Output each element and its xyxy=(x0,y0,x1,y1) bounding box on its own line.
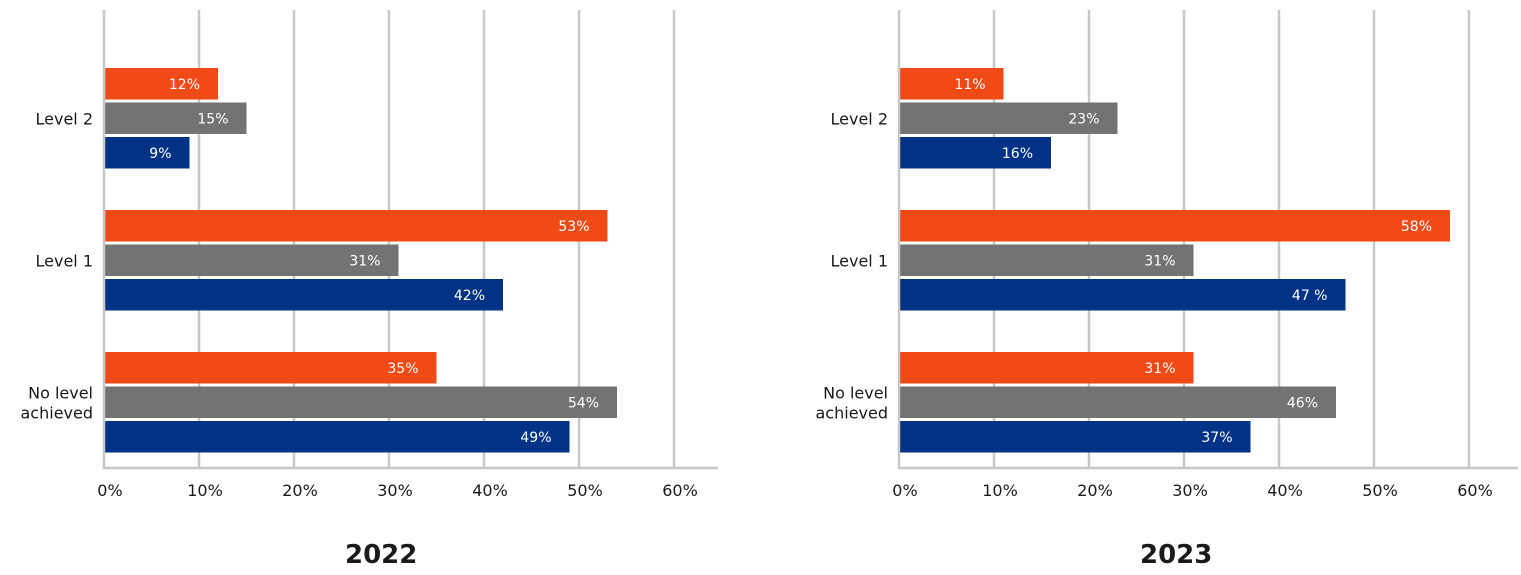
data-label: 35% xyxy=(387,361,418,377)
bar xyxy=(899,210,1450,242)
chart-title-2023: 2023 xyxy=(1140,540,1213,570)
bar xyxy=(104,102,247,134)
category-label: Level 1 xyxy=(36,251,94,270)
bar xyxy=(104,279,503,311)
category-label: Level 2 xyxy=(831,109,889,128)
bar xyxy=(899,386,1336,418)
data-label: 31% xyxy=(349,253,380,269)
bar xyxy=(104,137,190,169)
chart-2022: 12% 15% 9% Level 2 53% 31% 42% Level 1 35% 54% 49%… xyxy=(0,0,760,575)
tick-label: 50% xyxy=(1362,481,1398,500)
bar xyxy=(104,68,218,100)
tick-label: 10% xyxy=(982,481,1018,500)
tick-label: 60% xyxy=(662,481,698,500)
bar xyxy=(899,137,1051,169)
category-label: achieved xyxy=(21,403,94,422)
bar xyxy=(104,244,399,276)
data-label: 37% xyxy=(1201,430,1232,446)
bar xyxy=(899,244,1194,276)
tick-label: 10% xyxy=(187,481,223,500)
tick-label: 40% xyxy=(1267,481,1303,500)
data-label: 11% xyxy=(954,77,985,93)
chart-2022-plot: 12% 15% 9% Level 2 53% 31% 42% Level 1 35% 54% 49%… xyxy=(21,10,718,500)
data-label: 49% xyxy=(520,430,551,446)
data-label: 16% xyxy=(1002,146,1033,162)
bar xyxy=(899,352,1194,384)
tick-label: 0% xyxy=(97,481,122,500)
category-label: Level 2 xyxy=(36,109,94,128)
chart-title-2022: 2022 xyxy=(345,540,418,570)
tick-label: 30% xyxy=(1172,481,1208,500)
data-label: 53% xyxy=(558,219,589,235)
data-label: 47 % xyxy=(1292,288,1328,304)
data-label: 31% xyxy=(1144,361,1175,377)
bar xyxy=(104,352,437,384)
category-label: Level 1 xyxy=(831,251,889,270)
data-label: 58% xyxy=(1401,219,1432,235)
data-label: 15% xyxy=(197,111,228,127)
data-label: 12% xyxy=(169,77,200,93)
bar xyxy=(104,421,570,453)
chart-2023: 11% 23% 16% Level 2 58% 31% 47 % Level 1 31% 46% 3… xyxy=(795,0,1521,575)
bar xyxy=(899,102,1118,134)
bar xyxy=(899,68,1004,100)
tick-label: 30% xyxy=(377,481,413,500)
tick-label: 60% xyxy=(1457,481,1493,500)
tick-label: 0% xyxy=(892,481,917,500)
category-label: No level xyxy=(823,383,888,402)
bar xyxy=(899,421,1251,453)
bar xyxy=(104,210,608,242)
data-label: 42% xyxy=(454,288,485,304)
data-label: 46% xyxy=(1287,395,1318,411)
chart-2023-plot: 11% 23% 16% Level 2 58% 31% 47 % Level 1 31% 46% 3… xyxy=(816,10,1518,500)
data-label: 23% xyxy=(1068,111,1099,127)
tick-label: 40% xyxy=(472,481,508,500)
bar xyxy=(899,279,1346,311)
data-label: 54% xyxy=(568,395,599,411)
data-label: 31% xyxy=(1144,253,1175,269)
category-label: No level xyxy=(28,383,93,402)
data-label: 9% xyxy=(149,146,171,162)
category-label: achieved xyxy=(816,403,889,422)
tick-label: 20% xyxy=(1077,481,1113,500)
bar xyxy=(104,386,617,418)
tick-label: 20% xyxy=(282,481,318,500)
tick-label: 50% xyxy=(567,481,603,500)
